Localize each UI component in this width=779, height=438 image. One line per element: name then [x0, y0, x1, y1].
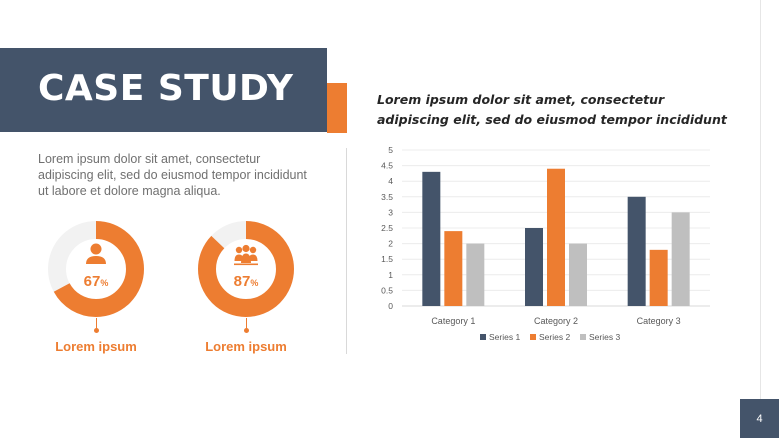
group-icon — [234, 244, 258, 266]
donut-pin-dot — [94, 328, 99, 333]
bar — [525, 228, 543, 306]
donut-arc — [198, 221, 294, 317]
donut-pin-line — [246, 318, 247, 330]
bar — [547, 168, 565, 306]
legend-swatch — [580, 334, 586, 340]
donut-pin-dot — [244, 328, 249, 333]
bar — [466, 243, 485, 306]
y-tick-label: 0.5 — [381, 285, 393, 295]
bar-chart: 0 0.5 1 1.5 2 2.5 3 3.5 4 4.5 5 Category 1 Category … — [381, 145, 710, 342]
y-tick-label: 2 — [388, 239, 393, 249]
svg-text:87%: 87% — [234, 273, 259, 290]
category-label: Category 1 — [431, 316, 475, 326]
chart-title: Lorem ipsum dolor sit amet, consectetur … — [377, 92, 727, 127]
legend-label: Series 3 — [589, 332, 620, 342]
vertical-divider — [346, 148, 347, 354]
y-tick-label: 3 — [388, 207, 393, 217]
svg-text:67%: 67% — [84, 273, 109, 290]
donut-value: 87 — [234, 273, 251, 290]
y-tick-label: 4.5 — [381, 161, 393, 171]
donut-label-1: Lorem ipsum — [55, 339, 137, 354]
y-tick-label: 0 — [388, 301, 393, 311]
category-label: Category 2 — [534, 316, 578, 326]
legend-swatch — [530, 334, 536, 340]
bar — [422, 171, 441, 306]
y-tick-label: 1 — [388, 270, 393, 280]
legend-swatch — [480, 334, 486, 340]
bar — [627, 196, 646, 306]
donut-stat-1: 67% — [47, 220, 145, 318]
bar — [444, 231, 463, 306]
right-edge-rule — [760, 0, 761, 438]
title-accent — [327, 83, 347, 133]
donut-unit: % — [250, 278, 258, 288]
bar — [649, 249, 668, 306]
donut-stat-2: 87% — [197, 220, 295, 318]
legend-label: Series 1 — [489, 332, 520, 342]
y-tick-label: 1.5 — [381, 254, 393, 264]
bar — [569, 243, 587, 306]
bar — [671, 212, 690, 306]
title-band — [0, 48, 327, 132]
page-number: 4 — [740, 399, 779, 438]
donut-label-2: Lorem ipsum — [205, 339, 287, 354]
y-tick-label: 2.5 — [381, 223, 393, 233]
y-tick-label: 4 — [388, 176, 393, 186]
category-label: Category 3 — [637, 316, 681, 326]
donut-unit: % — [100, 278, 108, 288]
donut-arc — [48, 221, 144, 317]
person-icon — [86, 243, 106, 264]
y-tick-label: 3.5 — [381, 192, 393, 202]
intro-text: Lorem ipsum dolor sit amet, consectetur … — [38, 152, 307, 198]
y-tick-label: 5 — [388, 145, 393, 155]
slide-title: CASE STUDY — [38, 68, 294, 109]
donut-pin-line — [96, 318, 97, 330]
legend-label: Series 2 — [539, 332, 570, 342]
donut-value: 67 — [84, 273, 101, 290]
